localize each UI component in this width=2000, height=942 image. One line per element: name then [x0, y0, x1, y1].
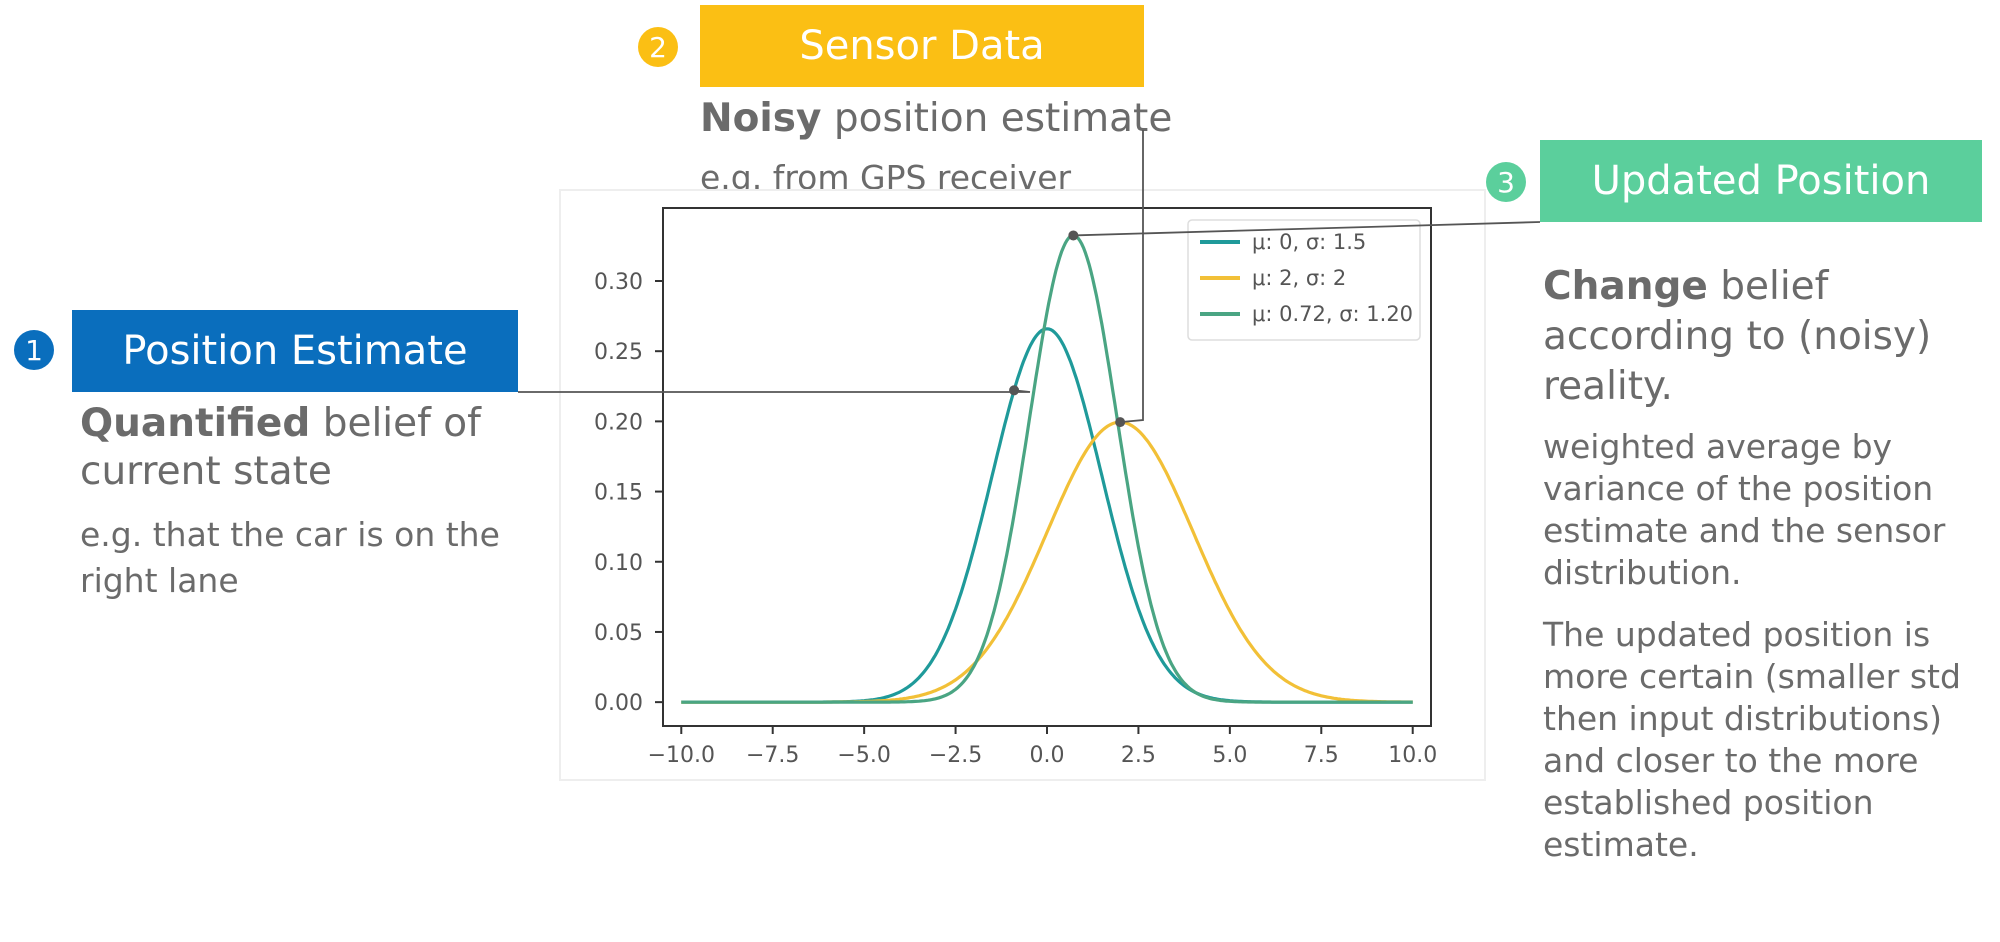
sensor-data-title: Sensor Data	[799, 23, 1045, 69]
updated-position-detail-2: The updated position is more certain (sm…	[1543, 615, 1961, 864]
sensor-data-description: Noisy position estimate	[700, 95, 1260, 143]
position-estimate-example: e.g. that the car is on the right lane	[80, 515, 500, 600]
y-tick-label: 0.30	[594, 270, 643, 295]
callout-dot-position-estimate	[1009, 385, 1020, 396]
sensor-data-header: Sensor Data	[700, 5, 1144, 87]
y-tick-label: 0.20	[594, 410, 643, 435]
callout-dot-sensor-data	[1115, 417, 1126, 428]
position-estimate-bold: Quantified	[80, 401, 311, 446]
callout-line-updated-position	[1073, 221, 1541, 237]
updated-position-detail-1: weighted average by variance of the posi…	[1543, 427, 1946, 592]
x-tick-label: 10.0	[1388, 743, 1437, 768]
updated-position-bold: Change	[1543, 264, 1708, 309]
position-estimate-title: Position Estimate	[122, 328, 468, 374]
y-tick-label: 0.10	[594, 551, 643, 576]
step-3-badge: 3	[1486, 162, 1526, 202]
x-tick-label: −2.5	[929, 743, 982, 768]
y-tick-label: 0.15	[594, 481, 643, 506]
sensor-data-rest: position estimate	[821, 96, 1173, 141]
legend-label: μ: 0.72, σ: 1.20	[1252, 302, 1413, 326]
x-tick-label: −7.5	[746, 743, 799, 768]
y-tick-label: 0.05	[594, 621, 643, 646]
legend-label: μ: 2, σ: 2	[1252, 266, 1346, 290]
position-estimate-description: Quantified belief of current state	[80, 400, 520, 496]
y-tick-label: 0.25	[594, 340, 643, 365]
legend-box	[1187, 219, 1421, 341]
x-tick-label: 7.5	[1304, 743, 1339, 768]
updated-position-title: Updated Position	[1591, 158, 1931, 204]
y-tick-label: 0.00	[594, 691, 643, 716]
position-estimate-rest: belief of current state	[80, 401, 481, 494]
step-2-badge: 2	[638, 27, 678, 67]
x-tick-label: 5.0	[1212, 743, 1247, 768]
callout-line-position-estimate	[518, 389, 1031, 393]
updated-position-header: Updated Position	[1540, 140, 1982, 222]
updated-position-rest: belief according to (noisy) reality.	[1543, 264, 1932, 409]
callout-line-sensor-data	[1120, 130, 1144, 424]
callout-dot-updated-position	[1068, 230, 1079, 241]
x-tick-label: 0.0	[1030, 743, 1065, 768]
series-line-3	[681, 233, 1413, 704]
x-tick-label: 2.5	[1121, 743, 1156, 768]
x-tick-label: −5.0	[837, 743, 890, 768]
sensor-data-bold: Noisy	[700, 96, 822, 141]
x-tick-label: −10.0	[648, 743, 715, 768]
step-1-badge: 1	[14, 330, 54, 370]
updated-position-description: Change belief according to (noisy) reali…	[1543, 262, 1973, 412]
legend-label: μ: 0, σ: 1.5	[1252, 230, 1366, 254]
position-estimate-header: Position Estimate	[72, 310, 518, 392]
